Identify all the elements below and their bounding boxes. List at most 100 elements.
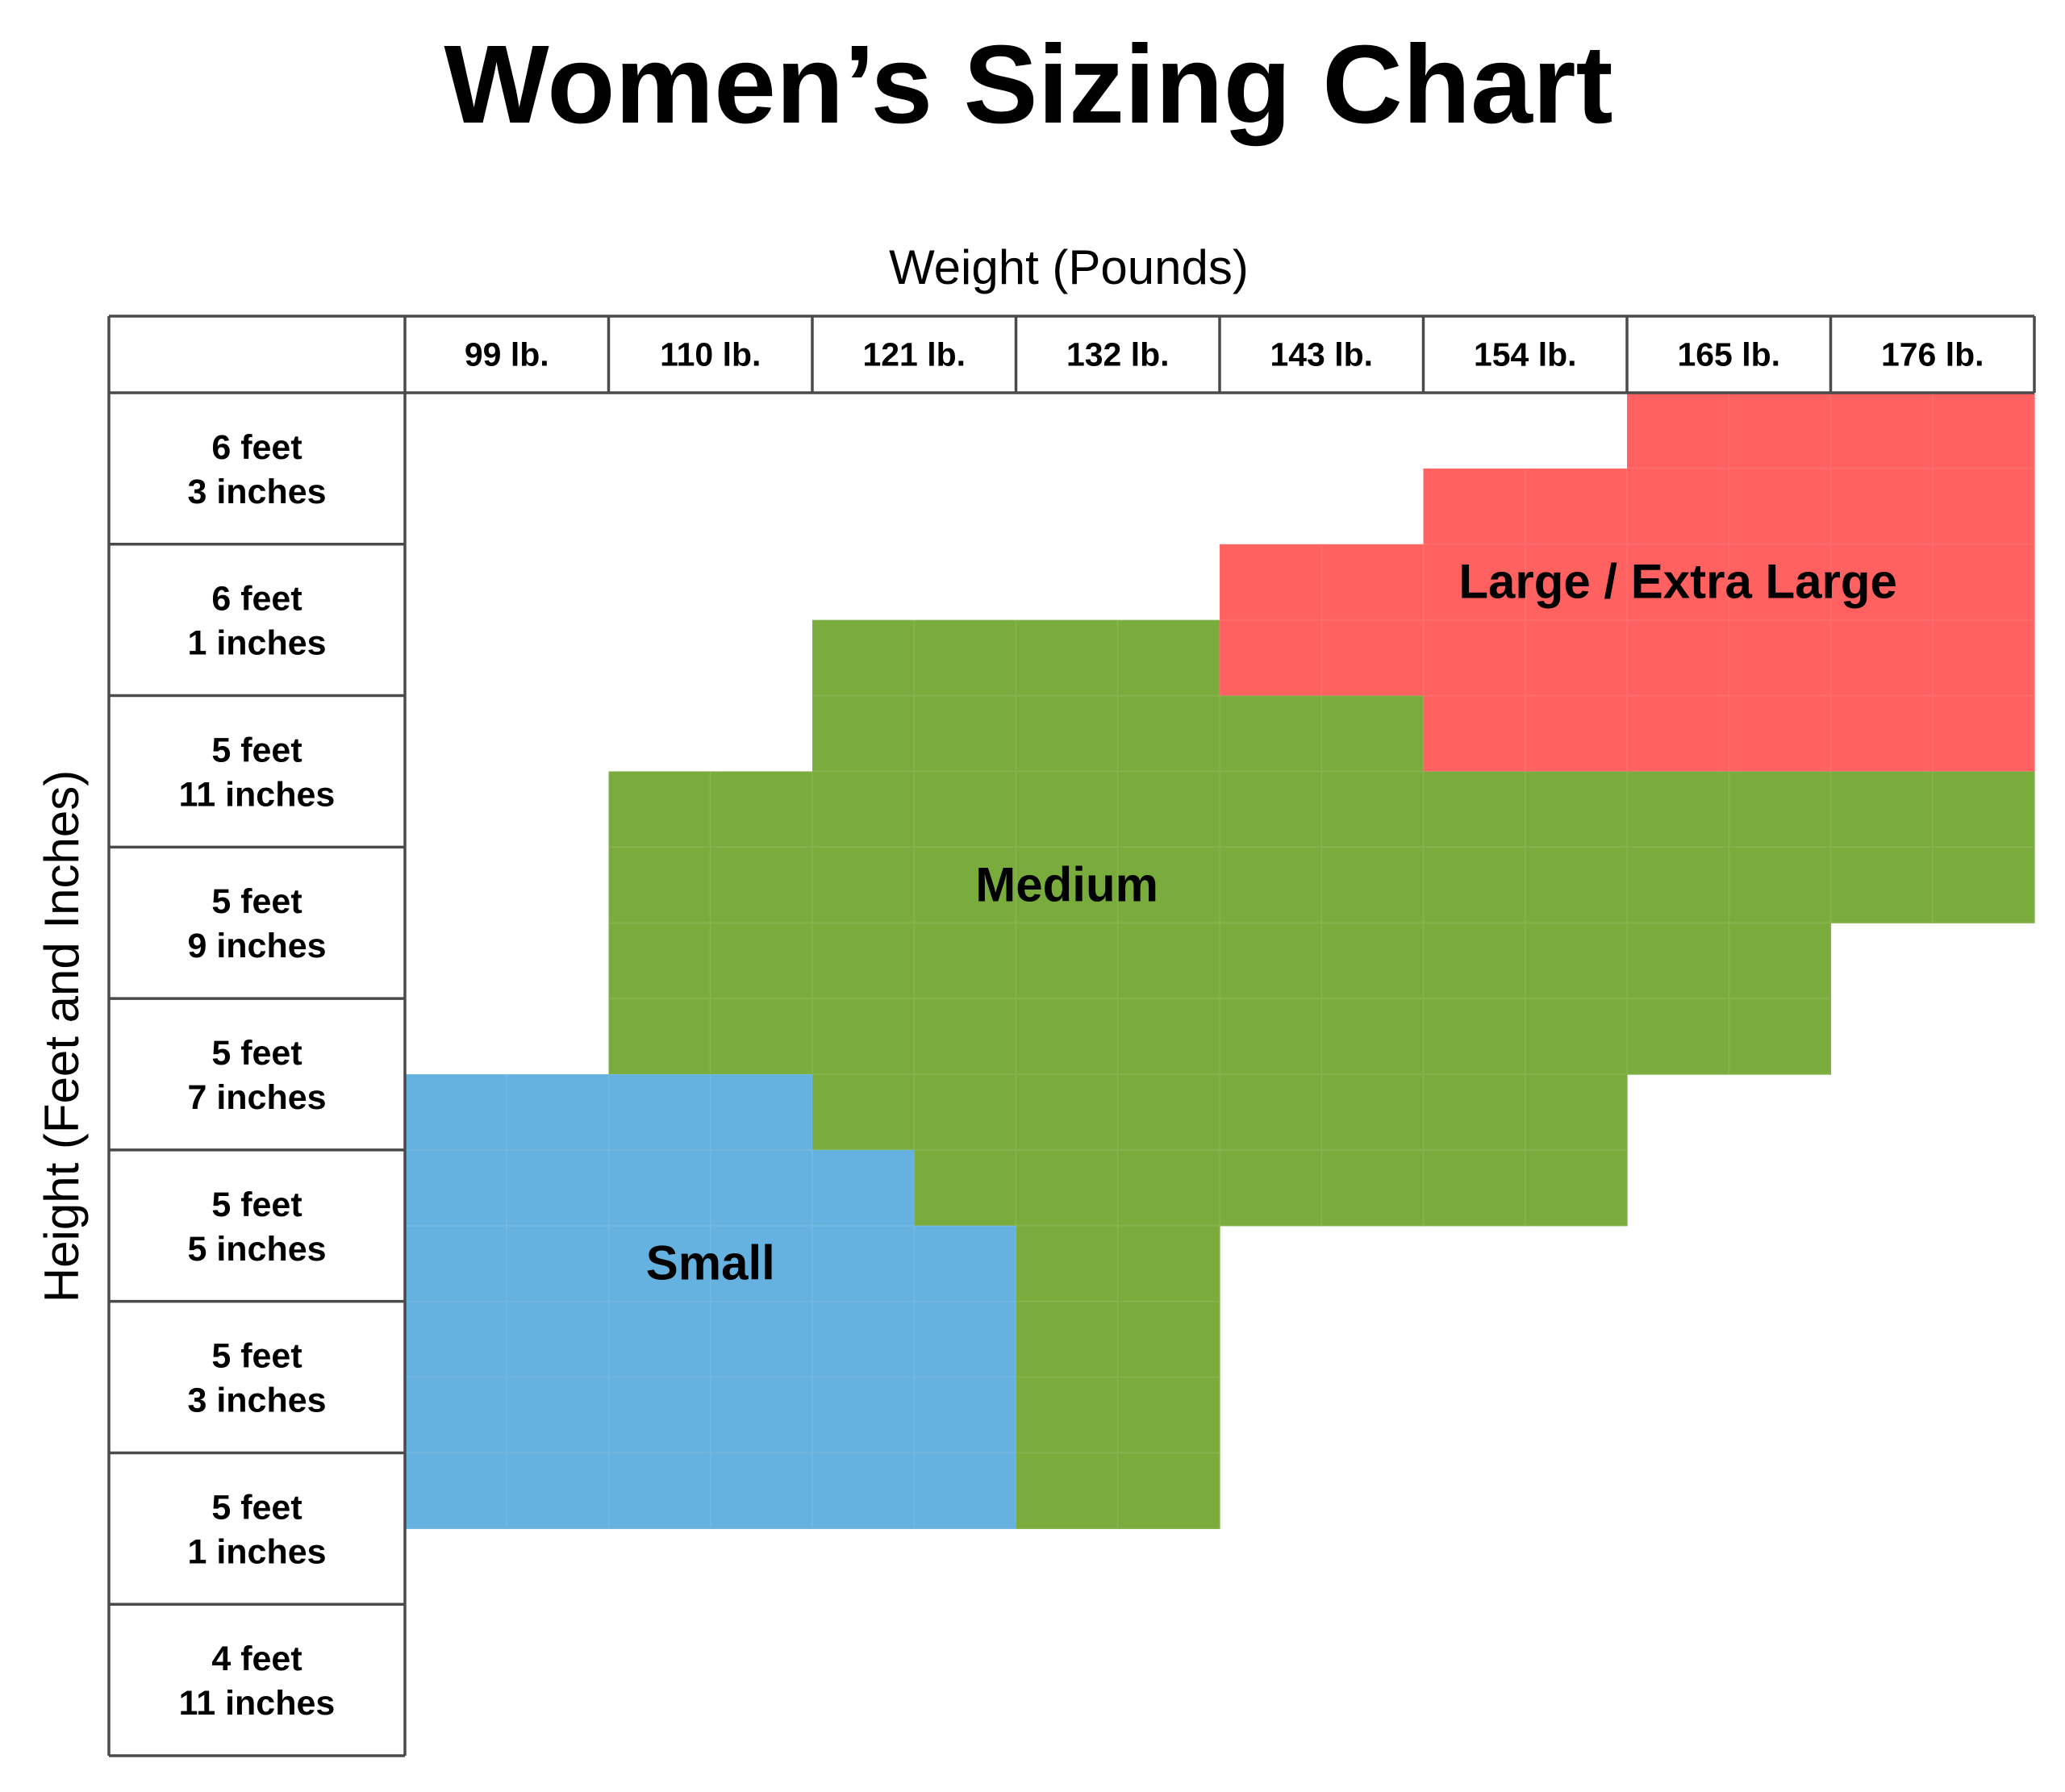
- height-labels: 6 feet 3 inches 6 feet 1 inches 5 feet 11 inc…: [179, 428, 336, 1723]
- cell-subgrid: [811, 1149, 915, 1227]
- cell-subgrid: [710, 1452, 813, 1529]
- size-cell-medium: [1117, 1377, 1220, 1454]
- height-feet-label: 5 feet: [211, 1186, 302, 1224]
- cell-subgrid: [608, 1301, 711, 1377]
- size-cell-medium: [1117, 1149, 1220, 1227]
- size-cell-small: [710, 1452, 813, 1529]
- cell-subgrid: [1830, 695, 1933, 772]
- size-cell-medium: [914, 771, 1017, 848]
- height-inches-label: 11 inches: [179, 775, 336, 814]
- cell-subgrid: [710, 1149, 813, 1227]
- size-cell-medium: [1220, 1074, 1322, 1151]
- cell-subgrid: [1219, 1149, 1322, 1227]
- cell-subgrid: [710, 1301, 813, 1377]
- size-cell-medium: [1016, 1149, 1119, 1227]
- size-cell-medium: [1321, 923, 1425, 999]
- cell-subgrid: [507, 1452, 609, 1529]
- cell-subgrid: [1016, 1149, 1118, 1227]
- height-feet-label: 5 feet: [211, 882, 302, 921]
- cell-subgrid: [914, 619, 1016, 696]
- size-cell-small: [710, 1074, 813, 1151]
- size-cell-small: [405, 1301, 507, 1378]
- size-label-large-extra-large: Large / Extra Large: [1458, 555, 1897, 609]
- height-inches-label: 11 inches: [179, 1684, 336, 1723]
- cell-subgrid: [1423, 619, 1525, 696]
- cell-subgrid: [1321, 695, 1424, 772]
- height-inches-label: 1 inches: [187, 1532, 326, 1571]
- size-cell-medium: [1729, 923, 1832, 999]
- size-cell-large-extra-large: [1525, 544, 1628, 621]
- cell-subgrid: [1219, 847, 1322, 923]
- cell-subgrid: [1016, 1301, 1118, 1377]
- cell-subgrid: [608, 847, 711, 923]
- cell-subgrid: [1626, 619, 1729, 696]
- size-cell-medium: [1321, 1149, 1425, 1227]
- cell-subgrid: [507, 1377, 609, 1453]
- height-feet-label: 6 feet: [211, 428, 302, 467]
- cell-subgrid: [914, 1149, 1016, 1227]
- size-cell-large-extra-large: [1220, 544, 1322, 621]
- size-cell-medium: [914, 847, 1017, 923]
- size-cell-large-extra-large: [1525, 695, 1628, 773]
- size-cell-medium: [1627, 998, 1729, 1075]
- size-cell-medium: [1016, 619, 1119, 697]
- size-cell-medium: [1220, 771, 1322, 848]
- size-cell-medium: [710, 847, 813, 923]
- size-cell-medium: [1117, 1301, 1220, 1378]
- cell-subgrid: [1117, 1452, 1220, 1529]
- size-cell-large-extra-large: [1525, 619, 1628, 697]
- size-cell-small: [608, 1074, 711, 1151]
- cell-subgrid: [1321, 544, 1424, 620]
- size-cell-medium: [1016, 1301, 1119, 1378]
- size-cell-large-extra-large: [1423, 468, 1526, 545]
- size-cell-medium: [1117, 847, 1220, 923]
- size-cells: [404, 392, 2035, 1529]
- cell-subgrid: [1423, 922, 1525, 999]
- cell-subgrid: [1016, 1452, 1118, 1529]
- cell-subgrid: [1321, 998, 1424, 1075]
- size-cell-medium: [1016, 1452, 1119, 1529]
- size-cell-medium: [914, 695, 1017, 773]
- cell-subgrid: [1219, 922, 1322, 999]
- size-cell-medium: [1016, 1074, 1119, 1151]
- cell-subgrid: [1016, 619, 1118, 696]
- cell-subgrid: [1729, 922, 1831, 999]
- size-cell-small: [507, 1225, 610, 1302]
- size-cell-medium: [608, 923, 711, 999]
- size-cell-medium: [1423, 923, 1526, 999]
- size-cell-small: [507, 1149, 610, 1227]
- cell-subgrid: [1626, 771, 1729, 848]
- cell-subgrid: [1525, 544, 1628, 620]
- cell-subgrid: [1117, 1377, 1220, 1453]
- size-cell-small: [710, 1377, 813, 1454]
- height-feet-label: 5 feet: [211, 1034, 302, 1073]
- cell-subgrid: [1016, 847, 1118, 923]
- cell-subgrid: [811, 1301, 915, 1377]
- size-cell-small: [608, 1149, 711, 1227]
- size-cell-large-extra-large: [1321, 544, 1425, 621]
- cell-subgrid: [1219, 619, 1322, 696]
- weight-label: 176 lb.: [1881, 336, 1984, 373]
- size-cell-large-extra-large: [1627, 619, 1729, 697]
- size-cell-small: [812, 1301, 915, 1378]
- height-feet-label: 5 feet: [211, 1337, 302, 1376]
- cell-subgrid: [1219, 998, 1322, 1075]
- cell-subgrid: [1525, 619, 1628, 696]
- size-cell-medium: [812, 1074, 915, 1151]
- height-inches-label: 5 inches: [187, 1230, 326, 1269]
- size-cell-medium: [1525, 998, 1628, 1075]
- size-cell-large-extra-large: [1830, 619, 1934, 697]
- cell-subgrid: [1525, 695, 1628, 772]
- cell-subgrid: [507, 1149, 609, 1227]
- size-cell-medium: [1321, 771, 1425, 848]
- weight-label: 143 lb.: [1270, 336, 1373, 373]
- size-cell-large-extra-large: [1627, 695, 1729, 773]
- size-cell-medium: [1525, 1074, 1628, 1151]
- size-cell-small: [914, 1225, 1017, 1302]
- cell-subgrid: [1626, 544, 1729, 620]
- size-cell-large-extra-large: [1423, 544, 1526, 621]
- size-cell-medium: [1627, 771, 1729, 848]
- size-cell-small: [405, 1452, 507, 1529]
- size-cell-medium: [1627, 923, 1729, 999]
- cell-subgrid: [710, 847, 813, 923]
